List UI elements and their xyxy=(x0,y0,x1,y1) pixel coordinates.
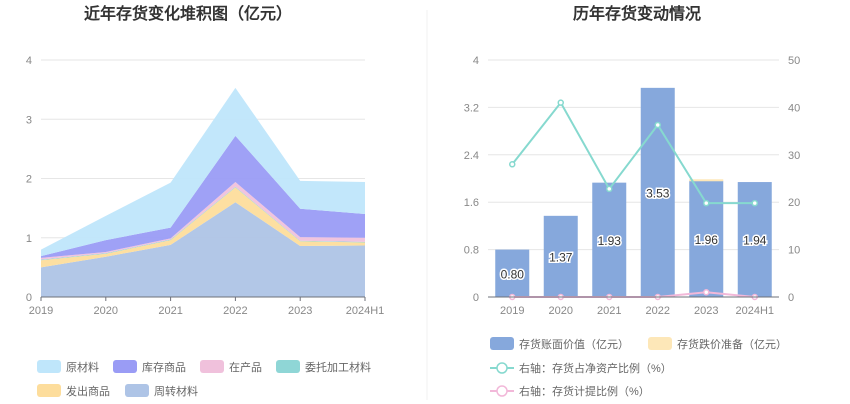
line-point xyxy=(557,99,564,106)
legend-label: 右轴：存货计提比例（%） xyxy=(519,384,650,398)
legend-swatch xyxy=(113,360,137,373)
line-0 xyxy=(511,100,755,205)
bar-label: 3.53 xyxy=(646,186,670,200)
line-point xyxy=(606,185,613,193)
legend-label: 周转材料 xyxy=(154,384,198,398)
y-tick-label: 0 xyxy=(26,292,32,304)
y2-tick-label: 10 xyxy=(788,245,800,257)
bar-book-value xyxy=(543,215,578,297)
legend-swatch xyxy=(200,360,224,373)
area-周转材料 xyxy=(41,202,365,297)
y-tick-label: 0.8 xyxy=(464,245,479,257)
y2-tick-label: 30 xyxy=(788,150,800,162)
y2-tick-label: 50 xyxy=(788,55,800,67)
left-chart-title: 近年存货变化堆积图（亿元） xyxy=(84,4,292,23)
y-tick-label: 2.4 xyxy=(464,150,479,162)
legend-label: 在产品 xyxy=(229,360,262,374)
x-tick-label: 2019 xyxy=(29,305,53,317)
legend-swatch xyxy=(37,360,61,373)
line-point xyxy=(509,161,516,168)
legend-label: 原材料 xyxy=(66,360,99,374)
y2-tick-label: 40 xyxy=(788,102,800,114)
y2-tick-label: 20 xyxy=(788,197,800,209)
x-tick-label: 2022 xyxy=(646,305,670,317)
legend-swatch xyxy=(125,384,149,397)
legend-swatch xyxy=(276,360,300,373)
legend-label: 存货账面价值（亿元） xyxy=(519,337,629,351)
y-tick-label: 1.6 xyxy=(464,197,479,209)
x-tick-label: 2022 xyxy=(223,305,247,317)
bar-book-value xyxy=(495,249,530,297)
y-tick-label: 4 xyxy=(473,55,479,67)
area-发出商品 xyxy=(41,187,365,268)
bar-impairment xyxy=(689,179,724,182)
x-tick-label: 2024H1 xyxy=(346,305,385,317)
x-tick-label: 2019 xyxy=(500,305,524,317)
line-point xyxy=(654,121,661,129)
y-tick-label: 4 xyxy=(26,55,32,67)
bar-label: 1.37 xyxy=(549,250,573,264)
x-tick-label: 2023 xyxy=(288,305,312,317)
legend-marker xyxy=(496,362,508,374)
x-tick-label: 2020 xyxy=(94,305,118,317)
line-point xyxy=(703,199,710,207)
bar-label: 1.94 xyxy=(743,234,767,248)
bar-label: 1.93 xyxy=(598,234,622,248)
x-tick-label: 2021 xyxy=(158,305,182,317)
y-tick-label: 3 xyxy=(26,114,32,126)
y-tick-label: 3.2 xyxy=(464,102,479,114)
legend-label: 库存商品 xyxy=(142,360,186,374)
legend-label: 委托加工材料 xyxy=(305,360,371,374)
y2-tick-label: 0 xyxy=(788,292,794,304)
legend-label: 右轴：存货占净资产比例（%） xyxy=(519,361,672,375)
y-tick-label: 2 xyxy=(26,174,32,186)
y-tick-label: 0 xyxy=(473,292,479,304)
legend-swatch xyxy=(37,384,61,397)
legend-label: 发出商品 xyxy=(66,384,110,398)
legend-swatch xyxy=(648,337,672,350)
line-point xyxy=(751,199,758,207)
legend-swatch xyxy=(490,337,514,350)
right-chart-title: 历年存货变动情况 xyxy=(573,4,701,23)
bar-label: 0.80 xyxy=(501,267,525,281)
y-tick-label: 1 xyxy=(26,233,32,245)
x-tick-label: 2020 xyxy=(549,305,573,317)
bar-book-value xyxy=(592,182,627,297)
bar-label: 1.96 xyxy=(695,233,719,247)
line-point xyxy=(703,289,710,296)
area-库存商品 xyxy=(41,135,365,258)
legend-marker xyxy=(496,385,508,397)
x-tick-label: 2023 xyxy=(694,305,718,317)
area-原材料 xyxy=(41,87,365,257)
x-tick-label: 2024H1 xyxy=(735,305,774,317)
legend-label: 存货跌价准备（亿元） xyxy=(677,337,787,351)
x-tick-label: 2021 xyxy=(597,305,621,317)
